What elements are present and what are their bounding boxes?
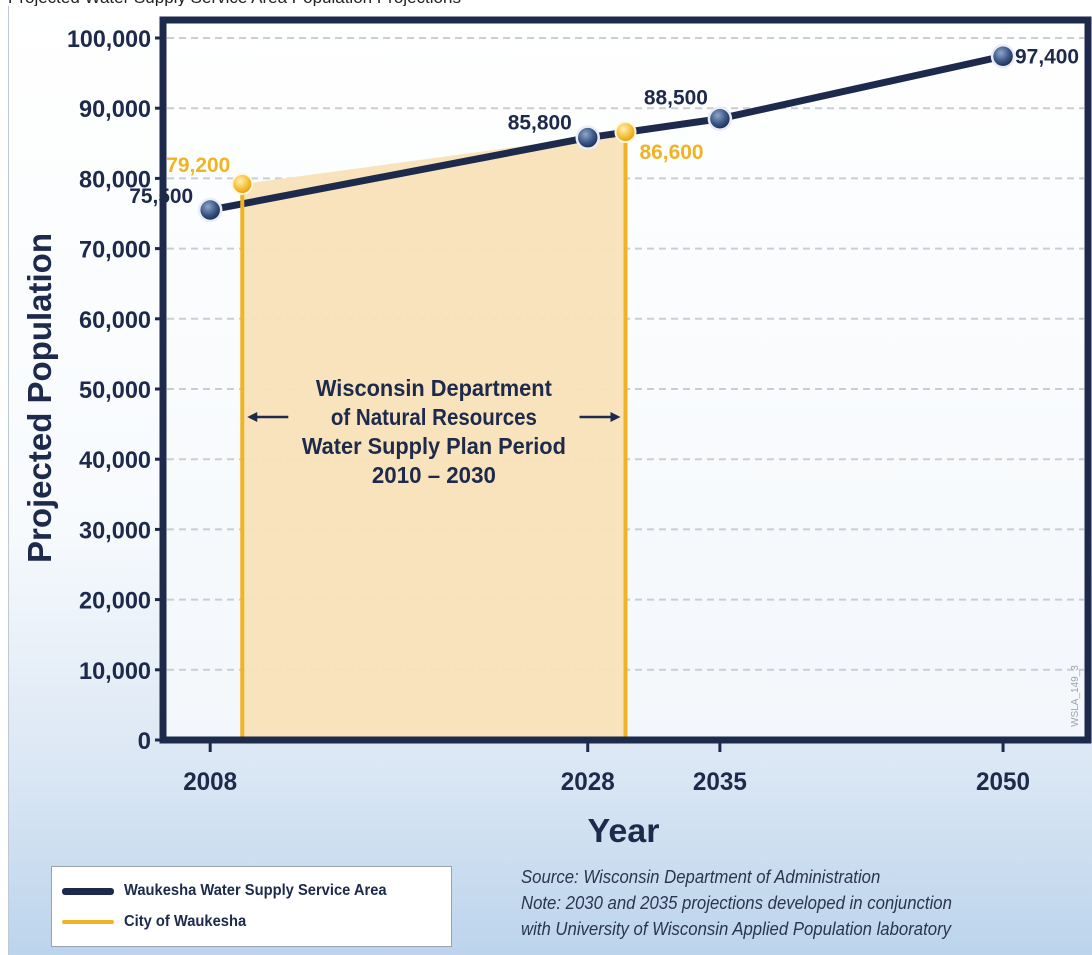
y-tick-label: 40,000: [79, 447, 151, 474]
note-text-line-1: Note: 2030 and 2035 projections develope…: [521, 893, 952, 913]
y-tick-label: 90,000: [79, 96, 151, 123]
shaded-plan-period: [242, 132, 626, 740]
series-line-service-area: [206, 52, 1007, 214]
note-text-line-2: with University of Wisconsin Applied Pop…: [521, 919, 952, 939]
left-arrow-head: [247, 412, 258, 422]
y-tick-label: 100,000: [67, 26, 151, 53]
plot-frame: [159, 16, 1092, 744]
service-area-data-label: 85,800: [508, 112, 572, 135]
legend-label: Waukesha Water Supply Service Area: [124, 882, 387, 899]
service-area-point: [707, 106, 733, 131]
line-chart: Wisconsin Department of Natural Resources…: [21, 16, 1092, 849]
city-data-label: 86,600: [640, 141, 704, 164]
city-point: [614, 121, 637, 144]
service-area-data-label: 97,400: [1015, 45, 1079, 68]
legend-item-service-area: Waukesha Water Supply Service Area: [62, 879, 409, 903]
y-tick-label: 0: [138, 728, 151, 755]
city-point: [231, 173, 254, 196]
y-tick-label: 20,000: [79, 588, 151, 615]
legend-swatch-gold: [62, 920, 114, 924]
x-tick-label: 2028: [561, 768, 615, 796]
legend-label: City of Waukesha: [124, 913, 247, 930]
source-notes: Source: Wisconsin Department of Administ…: [521, 864, 1042, 942]
watermark-text: WSLA_149_3: [1070, 665, 1081, 727]
y-tick-label: 70,000: [79, 237, 151, 264]
right-arrow-head: [610, 412, 621, 422]
service-area-data-label: 88,500: [644, 87, 708, 110]
chart-figure: Wisconsin Department of Natural Resources…: [8, 6, 1092, 955]
legend: Waukesha Water Supply Service Area City …: [51, 866, 452, 947]
cropped-header-text: Projected Water Supply Service Area Popu…: [8, 0, 461, 8]
y-axis-title: Projected Population: [21, 233, 58, 563]
service-area-point: [990, 44, 1016, 69]
plan-period-text: of Natural Resources: [331, 404, 537, 430]
x-tick-label: 2008: [183, 768, 237, 796]
legend-item-city: City of Waukesha: [62, 910, 257, 934]
y-tick-label: 30,000: [79, 517, 151, 544]
city-data-label: 79,200: [166, 154, 230, 177]
service-area-point: [575, 125, 600, 150]
x-axis-title: Year: [588, 812, 660, 849]
plan-period-text: Wisconsin Department: [316, 375, 552, 401]
service-area-point: [197, 197, 223, 223]
legend-swatch-navy: [62, 887, 114, 895]
y-tick-label: 50,000: [79, 377, 151, 404]
plan-period-text: Water Supply Plan Period: [302, 433, 566, 459]
source-text: Source: Wisconsin Department of Administ…: [521, 867, 881, 887]
x-tick-label: 2035: [693, 768, 747, 796]
x-tick-label: 2050: [976, 768, 1030, 796]
plan-period-text: 2010 – 2030: [372, 462, 496, 488]
y-tick-label: 60,000: [79, 307, 151, 334]
y-tick-label: 80,000: [79, 166, 151, 193]
y-tick-label: 10,000: [79, 658, 151, 685]
